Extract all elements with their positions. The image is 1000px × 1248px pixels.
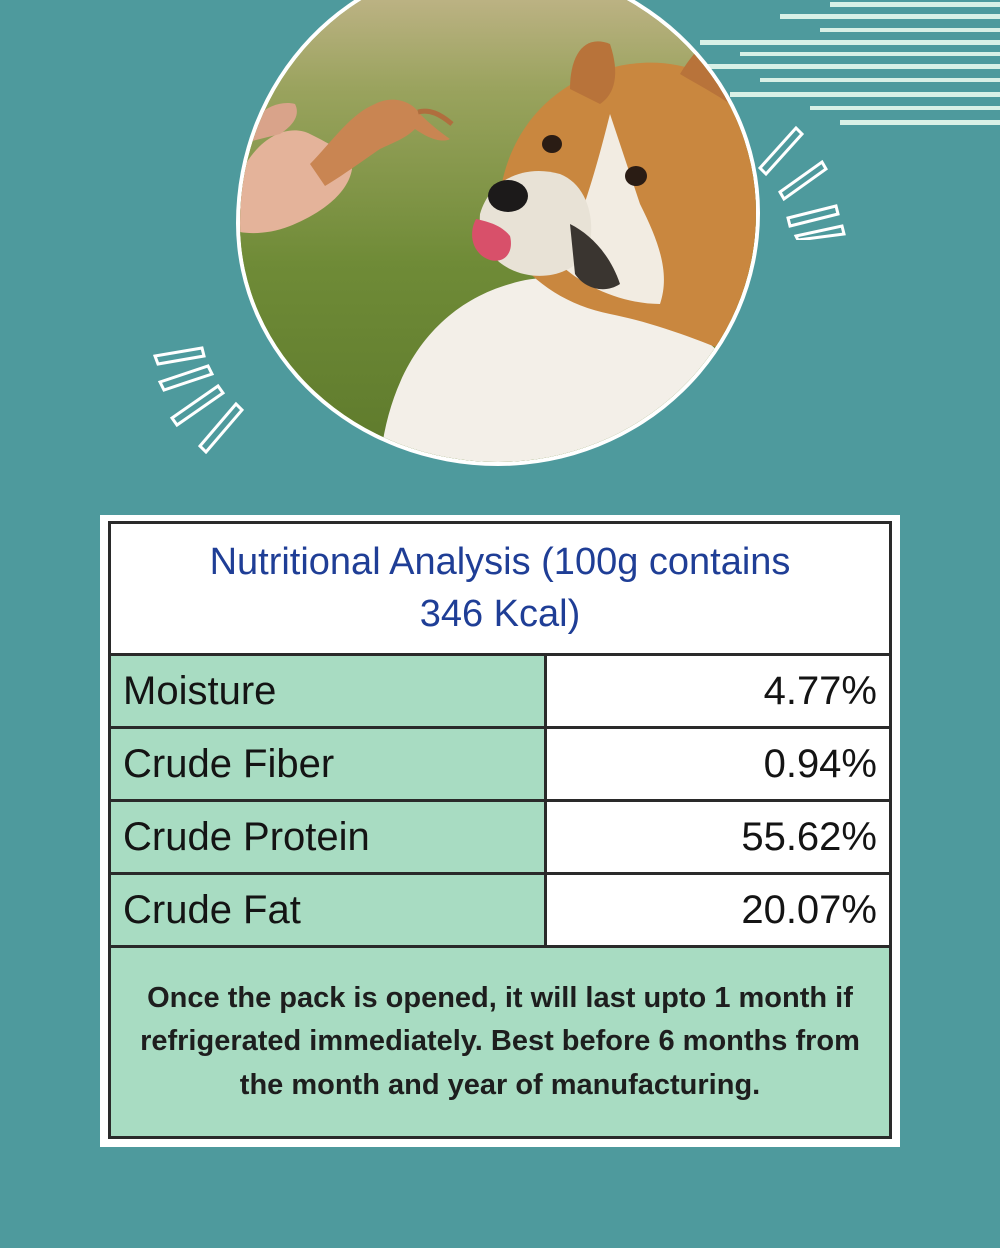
table-row: Crude Fiber 0.94% bbox=[111, 729, 889, 802]
nutrient-value: 55.62% bbox=[547, 802, 889, 872]
dog-photo bbox=[236, 0, 760, 466]
nutrition-table-grid: Nutritional Analysis (100g contains 346 … bbox=[108, 521, 892, 1139]
nutrition-title: Nutritional Analysis (100g contains 346 … bbox=[111, 524, 889, 656]
table-row: Moisture 4.77% bbox=[111, 656, 889, 729]
table-row: Crude Fat 20.07% bbox=[111, 875, 889, 948]
nutrient-label: Crude Fat bbox=[111, 875, 547, 945]
sketch-accent-left bbox=[152, 346, 245, 454]
nutrient-label: Crude Protein bbox=[111, 802, 547, 872]
nutrient-label: Crude Fiber bbox=[111, 729, 547, 799]
storage-note: Once the pack is opened, it will last up… bbox=[111, 948, 889, 1136]
nutrient-value: 20.07% bbox=[547, 875, 889, 945]
nutrient-label: Moisture bbox=[111, 656, 547, 726]
decorative-stripes bbox=[680, 2, 1000, 125]
nutrient-value: 4.77% bbox=[547, 656, 889, 726]
nutrient-value: 0.94% bbox=[547, 729, 889, 799]
sketch-accent-right bbox=[757, 125, 846, 240]
nutrition-table: Nutritional Analysis (100g contains 346 … bbox=[100, 515, 900, 1147]
table-row: Crude Protein 55.62% bbox=[111, 802, 889, 875]
